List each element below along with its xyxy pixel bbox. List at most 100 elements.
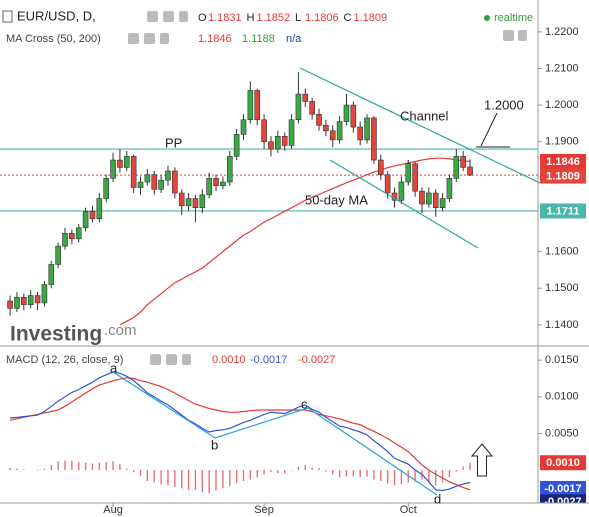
icon[interactable] (163, 11, 174, 22)
value-box-label: -0.0017 (544, 483, 581, 495)
status: realtime (494, 12, 533, 24)
y-tick-label: 0.0150 (545, 354, 579, 366)
indicator-value: 1.1188 (242, 33, 275, 45)
value-box (540, 154, 586, 170)
candle-body (41, 284, 48, 304)
candle-body (350, 104, 357, 128)
ohlc-value: 1.1852 (257, 12, 291, 24)
candle-body (302, 93, 309, 102)
y-tick-label: 1.2100 (545, 62, 579, 74)
collapse-icon[interactable] (2, 10, 13, 23)
candle-body (254, 90, 261, 121)
y-tick-label: 1.1600 (545, 246, 579, 258)
candle-body (439, 198, 446, 208)
annotation: 1.2000 (484, 97, 524, 112)
y-tick-label: 1.1900 (545, 136, 579, 148)
value-box-label: 0.0010 (546, 457, 580, 469)
candle-body (405, 163, 412, 183)
macd-value-boxes: 0.0010 -0.0017-0.0027 (540, 455, 586, 503)
signal-line (9, 377, 471, 491)
indicator-name: MA Cross (50, 200) (6, 33, 101, 45)
y-tick-label: 1.2200 (545, 26, 579, 38)
y-tick-label: 1.1400 (545, 319, 579, 331)
annotation: c (301, 396, 308, 411)
candle-body (377, 159, 384, 175)
macd-line (10, 371, 471, 492)
candle-body (268, 141, 274, 150)
icon[interactable] (144, 33, 155, 44)
y-tick-label: 0.0050 (545, 427, 579, 439)
candle-body (460, 156, 466, 168)
annotation: Channel (400, 108, 449, 123)
candle-body (247, 90, 254, 121)
value-box (540, 480, 586, 496)
price-panel (0, 72, 538, 326)
ohlc-label: C (344, 12, 352, 24)
candle-body (213, 178, 219, 186)
up-arrow (470, 443, 494, 477)
candle-body (323, 124, 329, 132)
y-tick-label: 0.0100 (545, 391, 579, 403)
icon[interactable] (147, 11, 158, 22)
candle-body (62, 232, 68, 247)
candle-body (412, 163, 418, 192)
macd-legend-value: -0.0027 (298, 354, 335, 366)
value-box-label: 1.1711 (546, 205, 579, 217)
candle-body (185, 198, 192, 207)
candle-body (158, 179, 164, 190)
candle-body (226, 156, 233, 183)
candle-body (384, 174, 391, 194)
ma-line (119, 157, 471, 326)
macd-legend-value: 0.0010 (212, 354, 246, 366)
indicator-value: 1.1846 (198, 33, 232, 45)
indicator-value: n/a (286, 33, 302, 45)
candle-body (220, 181, 226, 186)
channel-upper (299, 67, 541, 184)
annotation: a (110, 360, 118, 375)
candle-body (419, 190, 425, 205)
icon[interactable] (150, 354, 161, 365)
candle-body (467, 166, 473, 176)
y-tick-label: 1.1500 (545, 282, 579, 294)
candle-body (426, 192, 432, 205)
axes: 1.2200 1.2100 1.2000 1.1900 1.1600 1.1500 1.14… (103, 26, 586, 516)
brand-suffix: .com (104, 322, 137, 339)
candle-body (75, 227, 82, 240)
icon[interactable] (179, 11, 188, 22)
x-tick-label: Sep (254, 504, 274, 516)
candle-body (357, 126, 363, 141)
ohlc-label: O (198, 12, 207, 24)
x-tick-label: Oct (400, 504, 417, 516)
candle-body (34, 295, 41, 304)
annotation: 50-day MA (305, 192, 368, 207)
candle-body (233, 134, 240, 157)
icon[interactable] (182, 354, 191, 365)
level-label: PP (165, 135, 182, 150)
icon[interactable] (503, 30, 514, 41)
candle-body (446, 178, 453, 199)
candle-body (48, 264, 55, 285)
icon[interactable] (166, 354, 177, 365)
candle-body (165, 170, 171, 181)
header-icons (128, 11, 527, 365)
icon[interactable] (518, 30, 527, 41)
value-box (540, 203, 586, 219)
value-box (540, 494, 586, 503)
candle-body (117, 159, 123, 168)
candle-body (172, 170, 178, 194)
candle-body (178, 192, 185, 207)
x-tick-label: Aug (103, 504, 123, 516)
candle-body (69, 232, 75, 240)
pattern-lines (112, 371, 438, 496)
ohlc-value: 1.1806 (305, 12, 339, 24)
candle-body (343, 104, 350, 122)
candle-body (192, 198, 199, 208)
annotation: d (434, 491, 441, 506)
icon[interactable] (160, 33, 169, 44)
candle-body (316, 113, 322, 126)
symbol: EUR/USD, D, (17, 8, 96, 23)
candle-body (103, 178, 109, 199)
candle-body (364, 117, 370, 141)
icon[interactable] (128, 33, 139, 44)
